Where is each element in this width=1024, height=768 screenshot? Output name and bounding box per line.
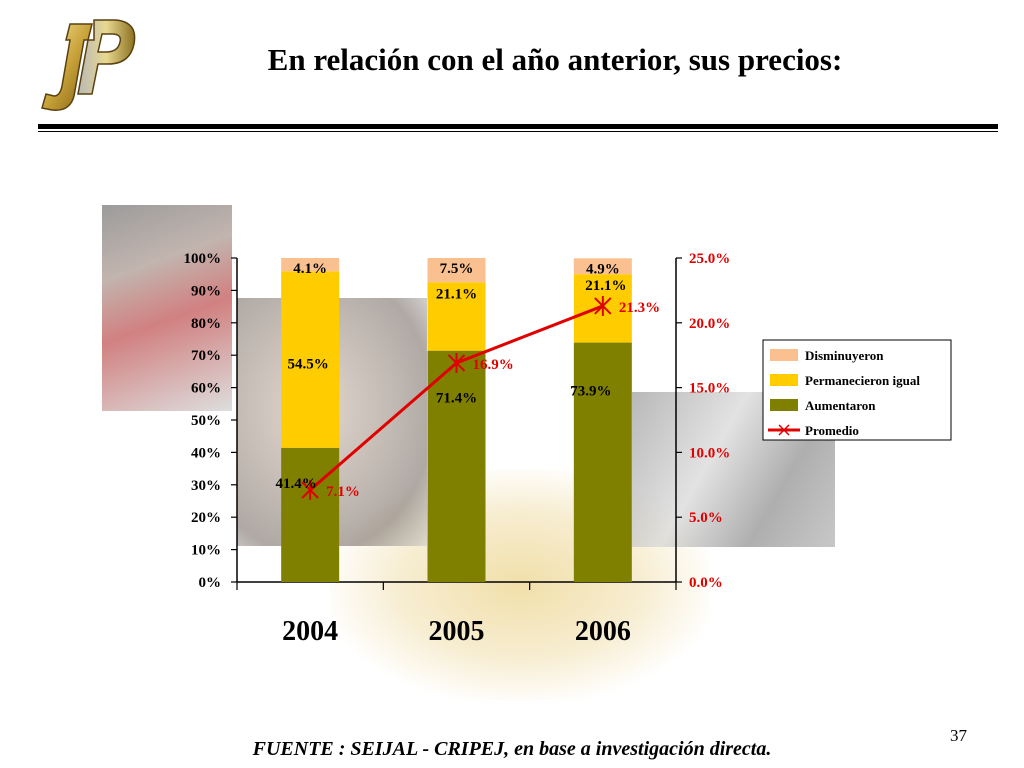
x-category-label: 2005 [429,616,485,647]
chart-bars [281,258,632,582]
bar-aumentaron [281,447,340,582]
page-number: 37 [950,726,967,745]
label-promedio: 21.3% [619,300,660,316]
label-aumentaron: 73.9% [570,383,611,399]
legend-label: Disminuyeron [805,348,884,363]
bar-disminuyeron [427,258,486,283]
label-aumentaron: 41.4% [276,476,317,492]
y-tick-label: 60% [191,381,221,397]
label-promedio: 7.1% [326,484,360,500]
y2-tick-label: 25.0% [689,251,730,267]
y-tick-label: 50% [191,413,221,429]
y-tick-label: 80% [191,316,221,332]
y2-tick-label: 10.0% [689,445,730,461]
bar-permanecieron [281,271,340,448]
page-title: En relación con el año anterior, sus pre… [267,42,843,77]
bar-permanecieron [427,282,486,351]
x-category-label: 2004 [282,616,338,647]
legend-label: Aumentaron [805,398,876,413]
background-photo-woman [102,205,232,411]
y2-tick-label: 5.0% [689,510,723,526]
legend-marker [778,424,790,436]
legend-label: Promedio [805,423,859,438]
y2-tick-label: 15.0% [689,381,730,397]
marker-promedio [447,352,466,373]
label-disminuyeron: 4.1% [293,261,327,277]
y2-tick-label: 20.0% [689,316,730,332]
label-permanecieron: 21.1% [436,286,477,302]
y2-tick-label: 0.0% [689,575,723,591]
label-disminuyeron: 4.9% [586,261,620,277]
y-tick-label: 90% [191,283,221,299]
legend-label: Permanecieron igual [805,373,920,388]
y-tick-label: 20% [191,510,221,526]
marker-promedio [301,479,319,500]
x-category-label: 2006 [575,616,631,647]
title-rule-thin [38,131,998,132]
label-permanecieron: 54.5% [288,356,329,372]
bar-disminuyeron [281,258,340,272]
y-tick-label: 70% [191,348,221,364]
chart-labels: 41.4%54.5%4.1%71.4%21.1%7.5%73.9%21.1%4.… [276,261,661,500]
bar-aumentaron [427,350,486,582]
title-rule [38,124,998,129]
y-tick-label: 40% [191,445,221,461]
legend-swatch [770,399,798,411]
y-tick-label: 30% [191,478,221,494]
y-tick-label: 0% [199,575,222,591]
bar-disminuyeron [573,258,632,275]
bar-aumentaron [573,342,632,582]
label-disminuyeron: 7.5% [440,261,474,277]
jp-logo-icon [41,19,136,111]
chart-line [301,295,612,500]
y-tick-label: 100% [184,251,222,267]
source-note: FUENTE : SEIJAL - CRIPEJ, en base a inve… [252,738,772,760]
label-permanecieron: 21.1% [585,278,626,294]
label-promedio: 16.9% [473,357,514,373]
legend-swatch [770,349,798,361]
marker-promedio [594,295,612,316]
legend-swatch [770,374,798,386]
chart-legend: Disminuyeron Permanecieron igual Aumentaro… [762,339,952,441]
label-aumentaron: 71.4% [436,390,477,406]
y-tick-label: 10% [191,543,221,559]
